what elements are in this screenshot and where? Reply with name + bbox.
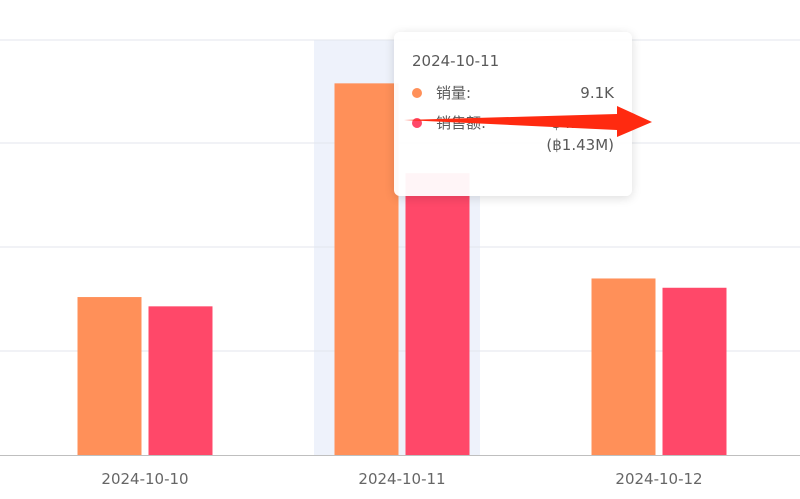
tooltip: 2024-10-11 销量: 9.1K 销售额: $42.92K (฿1.43M… bbox=[394, 32, 632, 196]
tooltip-row-sales-volume: 销量: 9.1K bbox=[412, 82, 614, 104]
bar-sales-volume[interactable] bbox=[77, 297, 142, 455]
tooltip-value: 9.1K bbox=[580, 84, 614, 102]
series-dot-icon bbox=[412, 88, 422, 98]
tooltip-value-secondary: (฿1.43M) bbox=[546, 136, 614, 154]
x-tick-label: 2024-10-12 bbox=[615, 470, 702, 488]
bar-sales-volume[interactable] bbox=[334, 83, 399, 455]
bars bbox=[77, 83, 727, 456]
bar-sales-volume[interactable] bbox=[591, 278, 656, 455]
tooltip-title: 2024-10-11 bbox=[412, 52, 500, 70]
tooltip-values: $42.92K (฿1.43M) bbox=[546, 112, 614, 156]
x-tick-label: 2024-10-10 bbox=[101, 470, 188, 488]
tooltip-value: $42.92K bbox=[551, 114, 614, 132]
tooltip-series-name: 销售额: bbox=[436, 114, 487, 132]
bar-sales-amount[interactable] bbox=[662, 287, 727, 455]
tooltip-values: 9.1K bbox=[580, 82, 614, 104]
x-tick-label: 2024-10-11 bbox=[358, 470, 445, 488]
series-dot-icon bbox=[412, 118, 422, 128]
x-axis: 2024-10-10 2024-10-11 2024-10-12 bbox=[0, 455, 800, 488]
tooltip-row-sales-amount: 销售额: $42.92K (฿1.43M) bbox=[412, 112, 614, 156]
bar-sales-amount[interactable] bbox=[148, 306, 213, 455]
bar-sales-amount[interactable] bbox=[405, 173, 470, 456]
tooltip-series-name: 销量: bbox=[436, 84, 472, 102]
